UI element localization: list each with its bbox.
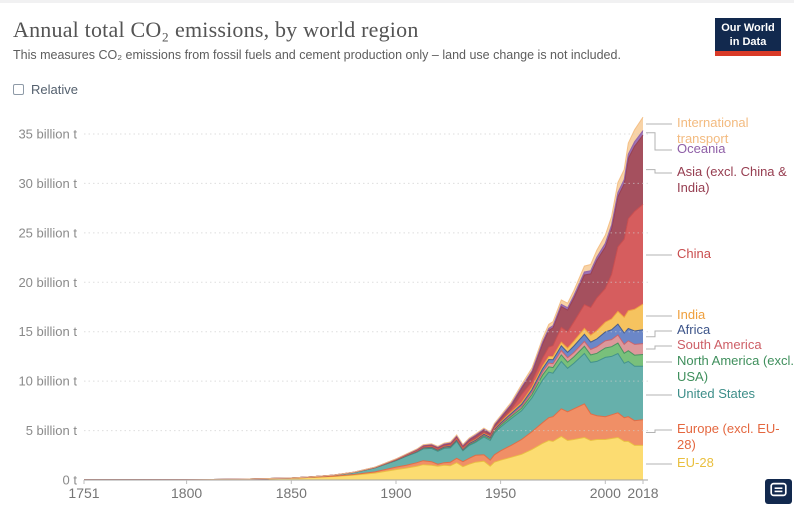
svg-text:2018: 2018 bbox=[627, 485, 658, 501]
svg-text:10 billion t: 10 billion t bbox=[18, 374, 77, 389]
embed-button[interactable] bbox=[765, 479, 792, 504]
svg-text:1850: 1850 bbox=[276, 485, 307, 501]
svg-text:5 billion t: 5 billion t bbox=[26, 423, 78, 438]
svg-text:2000: 2000 bbox=[590, 485, 621, 501]
svg-text:1900: 1900 bbox=[380, 485, 411, 501]
legend-connector-lines bbox=[646, 123, 672, 465]
gridlines bbox=[84, 133, 648, 481]
chart-plot-area[interactable]: 0 t 5 billion t 10 billion t 15 billion t 20… bbox=[0, 103, 794, 509]
legend-label-china[interactable]: China bbox=[677, 246, 711, 261]
relative-checkbox[interactable] bbox=[13, 84, 24, 95]
area-stack bbox=[84, 116, 644, 481]
legend-label-oceania[interactable]: Oceania bbox=[677, 141, 726, 156]
co2-stacked-area-chart[interactable]: 0 t 5 billion t 10 billion t 15 billion t 20… bbox=[0, 103, 794, 509]
svg-text:0 t: 0 t bbox=[63, 473, 78, 488]
legend-label-india[interactable]: India bbox=[677, 307, 706, 322]
y-axis-labels: 0 t 5 billion t 10 billion t 15 billion t 20… bbox=[18, 127, 77, 488]
legend-label-europe-excl-eu-28[interactable]: Europe (excl. EU-28) bbox=[677, 421, 780, 452]
legend-label-north-america-excl-usa[interactable]: North America (excl. USA) bbox=[677, 353, 794, 384]
legend-label-eu-28[interactable]: EU-28 bbox=[677, 455, 714, 470]
legend-label-asia-excl-china-india[interactable]: Asia (excl. China & India) bbox=[677, 164, 787, 195]
page-title: Annual total CO₂ emissions, by world reg… bbox=[13, 17, 419, 42]
svg-text:1751: 1751 bbox=[68, 485, 99, 501]
embed-envelope-icon bbox=[770, 482, 787, 502]
owid-logo-line1: Our World bbox=[721, 22, 775, 34]
relative-toggle[interactable]: Relative bbox=[13, 82, 78, 97]
legend-label-south-america[interactable]: South America bbox=[677, 337, 762, 352]
svg-text:1800: 1800 bbox=[171, 485, 202, 501]
svg-text:15 billion t: 15 billion t bbox=[18, 324, 77, 339]
owid-logo-line2: in Data bbox=[729, 36, 767, 48]
svg-text:35 billion t: 35 billion t bbox=[18, 127, 77, 142]
svg-text:20 billion t: 20 billion t bbox=[18, 275, 77, 290]
page-subtitle: This measures CO₂ emissions from fossil … bbox=[13, 48, 621, 62]
relative-checkbox-label[interactable]: Relative bbox=[31, 82, 78, 97]
legend-label-united-states[interactable]: United States bbox=[677, 386, 756, 401]
legend-label-africa[interactable]: Africa bbox=[677, 322, 711, 337]
x-axis-labels: 1751 1800 1850 1900 1950 2000 2018 bbox=[68, 480, 659, 501]
svg-text:1950: 1950 bbox=[485, 485, 516, 501]
legend-label-international-transport[interactable]: International transport bbox=[677, 115, 749, 146]
owid-logo[interactable]: Our World in Data bbox=[715, 18, 781, 56]
svg-text:30 billion t: 30 billion t bbox=[18, 176, 77, 191]
svg-text:25 billion t: 25 billion t bbox=[18, 225, 77, 240]
